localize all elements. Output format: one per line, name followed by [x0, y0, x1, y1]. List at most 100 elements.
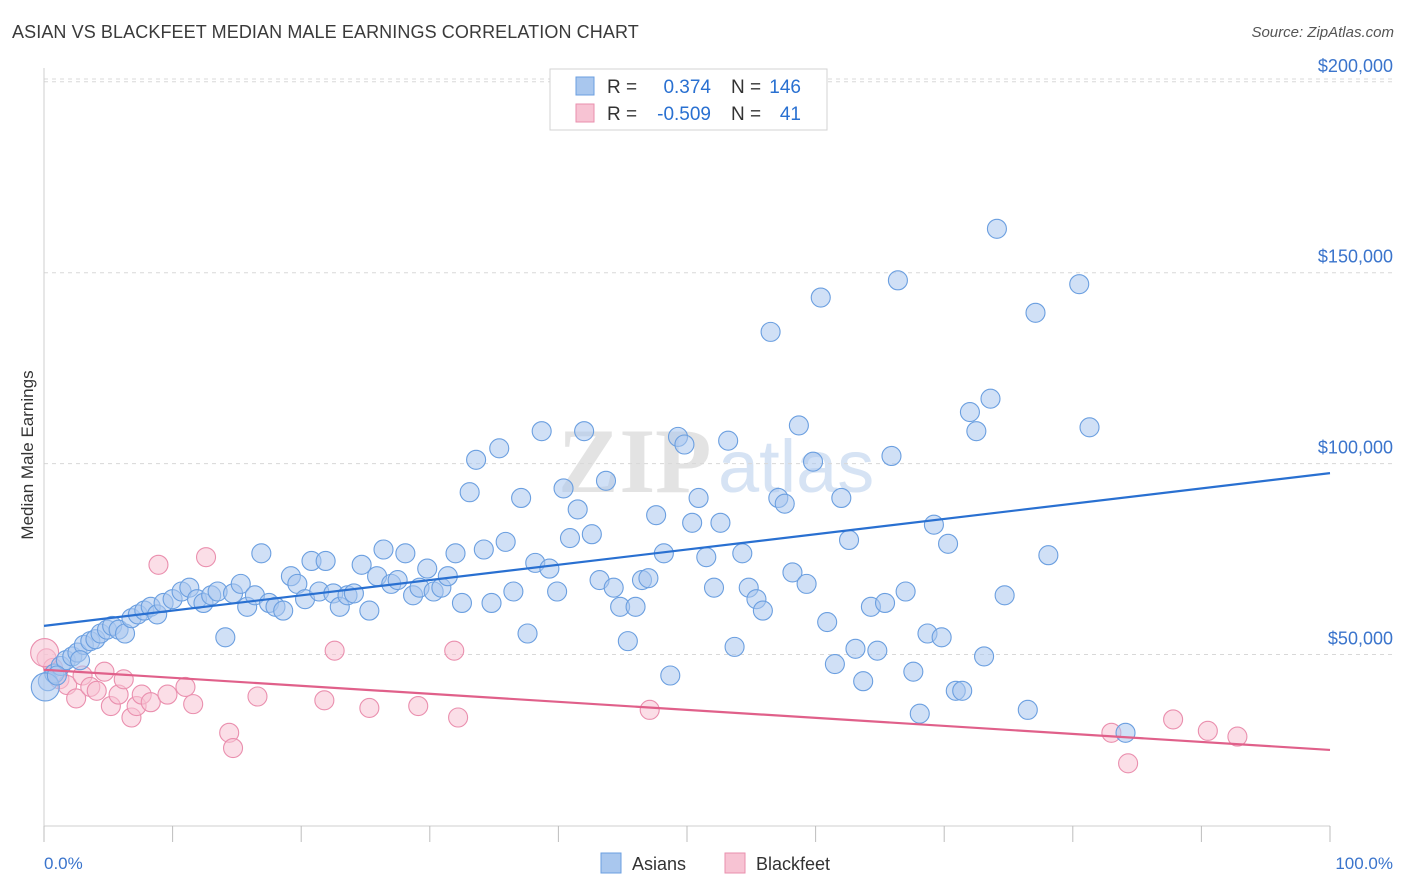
asians-point	[974, 646, 995, 667]
stats-legend-box	[549, 68, 828, 131]
blackfeet-point	[639, 699, 660, 720]
y-tick-label: $100,000	[1318, 438, 1393, 458]
asians-point	[547, 581, 568, 602]
blackfeet-point	[1118, 753, 1139, 774]
asians-point	[273, 600, 294, 621]
legend: Asians Blackfeet	[600, 852, 830, 874]
asians-point	[703, 577, 725, 598]
watermark: ZIP atlas	[558, 410, 874, 512]
asians-point	[315, 550, 336, 572]
trend-lines	[43, 472, 1331, 752]
blackfeet-point	[1197, 720, 1218, 741]
asians-point	[774, 493, 795, 514]
asians-point	[473, 539, 494, 560]
asians-point	[215, 627, 236, 648]
asians-point	[1025, 302, 1046, 323]
blackfeet-r-value: -0.509	[657, 104, 711, 125]
asians-point	[752, 600, 773, 621]
asians-point	[251, 543, 272, 564]
asians-point	[980, 388, 1001, 409]
blackfeet-point	[408, 695, 429, 717]
asians-point	[69, 650, 91, 671]
asians-point	[760, 321, 781, 342]
blackfeet-point	[157, 684, 178, 705]
blackfeet-stats-swatch	[575, 103, 595, 123]
asians-point	[459, 482, 480, 503]
asians-point	[824, 653, 845, 675]
x-tick-label-end: 100.0%	[1335, 854, 1393, 873]
asians-point	[938, 533, 959, 554]
asians-point	[909, 703, 930, 724]
blackfeet-point	[113, 669, 134, 690]
blackfeet-point	[247, 686, 268, 707]
asians-point	[351, 554, 372, 575]
asians-point	[417, 558, 438, 579]
blackfeet-series	[30, 547, 1248, 774]
asians-n-label: N =	[731, 77, 761, 98]
asians-point	[724, 636, 745, 657]
asians-point	[817, 611, 838, 633]
blackfeet-r-label: R =	[607, 104, 637, 125]
asians-point	[617, 631, 638, 652]
asians-point	[595, 470, 617, 491]
asians-point	[994, 585, 1015, 606]
x-axis-ticks	[43, 826, 1331, 842]
blackfeet-point	[183, 694, 204, 715]
asians-point	[952, 680, 973, 701]
asians-series	[30, 218, 1136, 743]
asians-point	[660, 665, 681, 686]
asians-point	[986, 218, 1007, 239]
asians-trend-line	[43, 472, 1331, 627]
blackfeet-point	[1227, 726, 1248, 747]
asians-point	[559, 528, 581, 549]
blackfeet-point	[444, 640, 465, 661]
gridlines	[44, 78, 1393, 655]
asians-r-label: R =	[607, 77, 637, 98]
blackfeet-n-value: 41	[780, 104, 801, 125]
asians-point	[1038, 545, 1059, 566]
asians-point	[603, 577, 624, 598]
asians-point	[1079, 417, 1100, 438]
asians-point	[373, 539, 394, 560]
asians-point	[343, 583, 364, 604]
blackfeet-point	[175, 676, 196, 698]
blackfeet-point	[324, 640, 345, 661]
asians-point	[531, 421, 552, 442]
asians-n-value: 146	[769, 77, 801, 98]
asians-point	[959, 402, 980, 423]
blackfeet-point	[314, 690, 335, 711]
asians-point	[489, 438, 510, 459]
asians-point	[1017, 699, 1038, 720]
asians-point	[445, 543, 466, 564]
asians-point	[831, 487, 852, 509]
asians-point	[853, 671, 874, 692]
asians-point	[782, 562, 803, 583]
blackfeet-n-label: N =	[731, 104, 761, 125]
asians-point	[1115, 722, 1136, 743]
asians-point	[581, 524, 602, 545]
asians-point	[395, 543, 416, 564]
y-tick-label: $200,000	[1318, 56, 1393, 76]
y-tick-label: $150,000	[1318, 247, 1393, 267]
asians-point	[838, 529, 860, 551]
asians-point	[567, 499, 588, 520]
x-tick-label-start: 0.0%	[44, 854, 83, 873]
asians-point	[625, 596, 646, 617]
asians-r-value: 0.374	[663, 77, 711, 98]
asians-point	[895, 581, 916, 602]
asians-point	[688, 487, 709, 509]
asians-point	[710, 512, 731, 533]
asians-point	[796, 573, 817, 594]
asians-point	[1069, 274, 1090, 295]
blackfeet-point	[448, 707, 469, 728]
asians-point	[466, 449, 487, 470]
blackfeet-trend-line	[43, 668, 1331, 752]
asians-point	[682, 512, 703, 533]
blackfeet-point	[148, 554, 169, 575]
legend-label-asians: Asians	[632, 854, 686, 874]
legend-swatch-blackfeet	[724, 852, 746, 874]
asians-point	[867, 640, 888, 661]
asians-point	[696, 547, 717, 568]
asians-point	[230, 573, 251, 594]
